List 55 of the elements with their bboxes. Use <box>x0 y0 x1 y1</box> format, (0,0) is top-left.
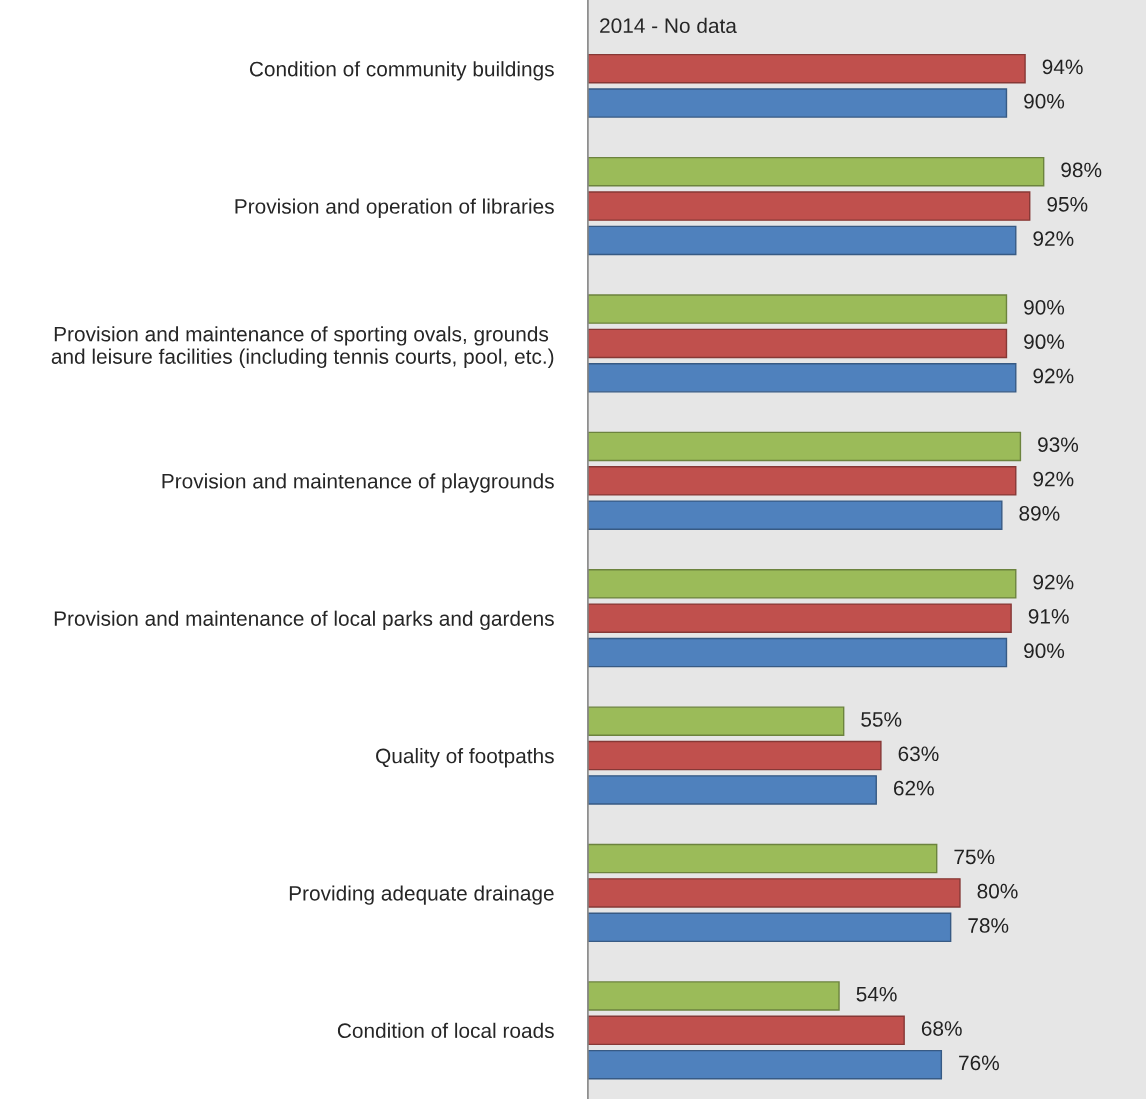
annotation: 2014 - No data <box>600 17 737 34</box>
data-label: 68% <box>921 1021 962 1036</box>
data-label: 62% <box>893 780 934 796</box>
bar <box>587 466 1017 496</box>
data-label: 90% <box>1024 334 1065 350</box>
y-tick-label: Provision and maintenance of playgrounds <box>162 473 554 493</box>
bar <box>587 740 882 771</box>
bar <box>587 1049 943 1080</box>
data-label: 76% <box>959 1055 999 1071</box>
bar <box>587 843 938 874</box>
bar <box>587 156 1045 187</box>
bar <box>587 981 840 1011</box>
data-label: 92% <box>1033 368 1074 384</box>
bar <box>587 912 952 943</box>
data-label: 90% <box>1024 643 1065 659</box>
data-label: 92% <box>1033 231 1074 246</box>
data-label: 98% <box>1061 162 1102 178</box>
data-label: 63% <box>898 746 939 762</box>
data-label: 93% <box>1038 437 1079 453</box>
data-label: 92% <box>1033 471 1074 487</box>
data-label: 55% <box>861 712 902 727</box>
y-tick-label: Condition of community buildings <box>249 61 554 81</box>
data-label: 92% <box>1033 574 1074 590</box>
y-tick-label: Providing adequate drainage <box>289 885 554 905</box>
data-label: 90% <box>1024 299 1065 315</box>
bar <box>587 328 1008 359</box>
y-tick-label: Condition of local roads <box>337 1022 554 1039</box>
bar <box>587 500 1003 530</box>
bar <box>587 225 1017 256</box>
bar <box>587 878 961 908</box>
data-label: 54% <box>856 986 897 1002</box>
bar <box>587 775 877 805</box>
data-label: 94% <box>1042 59 1083 75</box>
bar <box>587 431 1022 462</box>
bar <box>587 603 1012 633</box>
data-label: 91% <box>1028 609 1069 624</box>
data-label: 95% <box>1047 196 1088 212</box>
bar <box>587 88 1008 118</box>
bar <box>587 363 1017 393</box>
y-tick-label: Provision and operation of libraries <box>235 198 554 218</box>
data-label: 78% <box>968 918 1009 933</box>
data-label: 80% <box>977 883 1018 899</box>
bar <box>587 569 1017 599</box>
bar <box>587 191 1031 221</box>
data-label: 89% <box>1019 506 1060 521</box>
y-tick-label: Quality of footpaths <box>376 748 554 768</box>
bar <box>587 1015 905 1046</box>
y-tick-label: Provision and maintenance of sporting ovals, grounds and leisure facilities (including tennis courts, pool, etc.) <box>51 326 554 369</box>
bar <box>587 294 1008 324</box>
y-tick-label: Provision and maintenance of local parks and gardens <box>54 610 554 631</box>
bar <box>587 706 845 736</box>
bar <box>587 53 1026 84</box>
bar <box>587 637 1008 668</box>
data-label: 75% <box>954 849 995 865</box>
data-label: 90% <box>1024 93 1065 109</box>
